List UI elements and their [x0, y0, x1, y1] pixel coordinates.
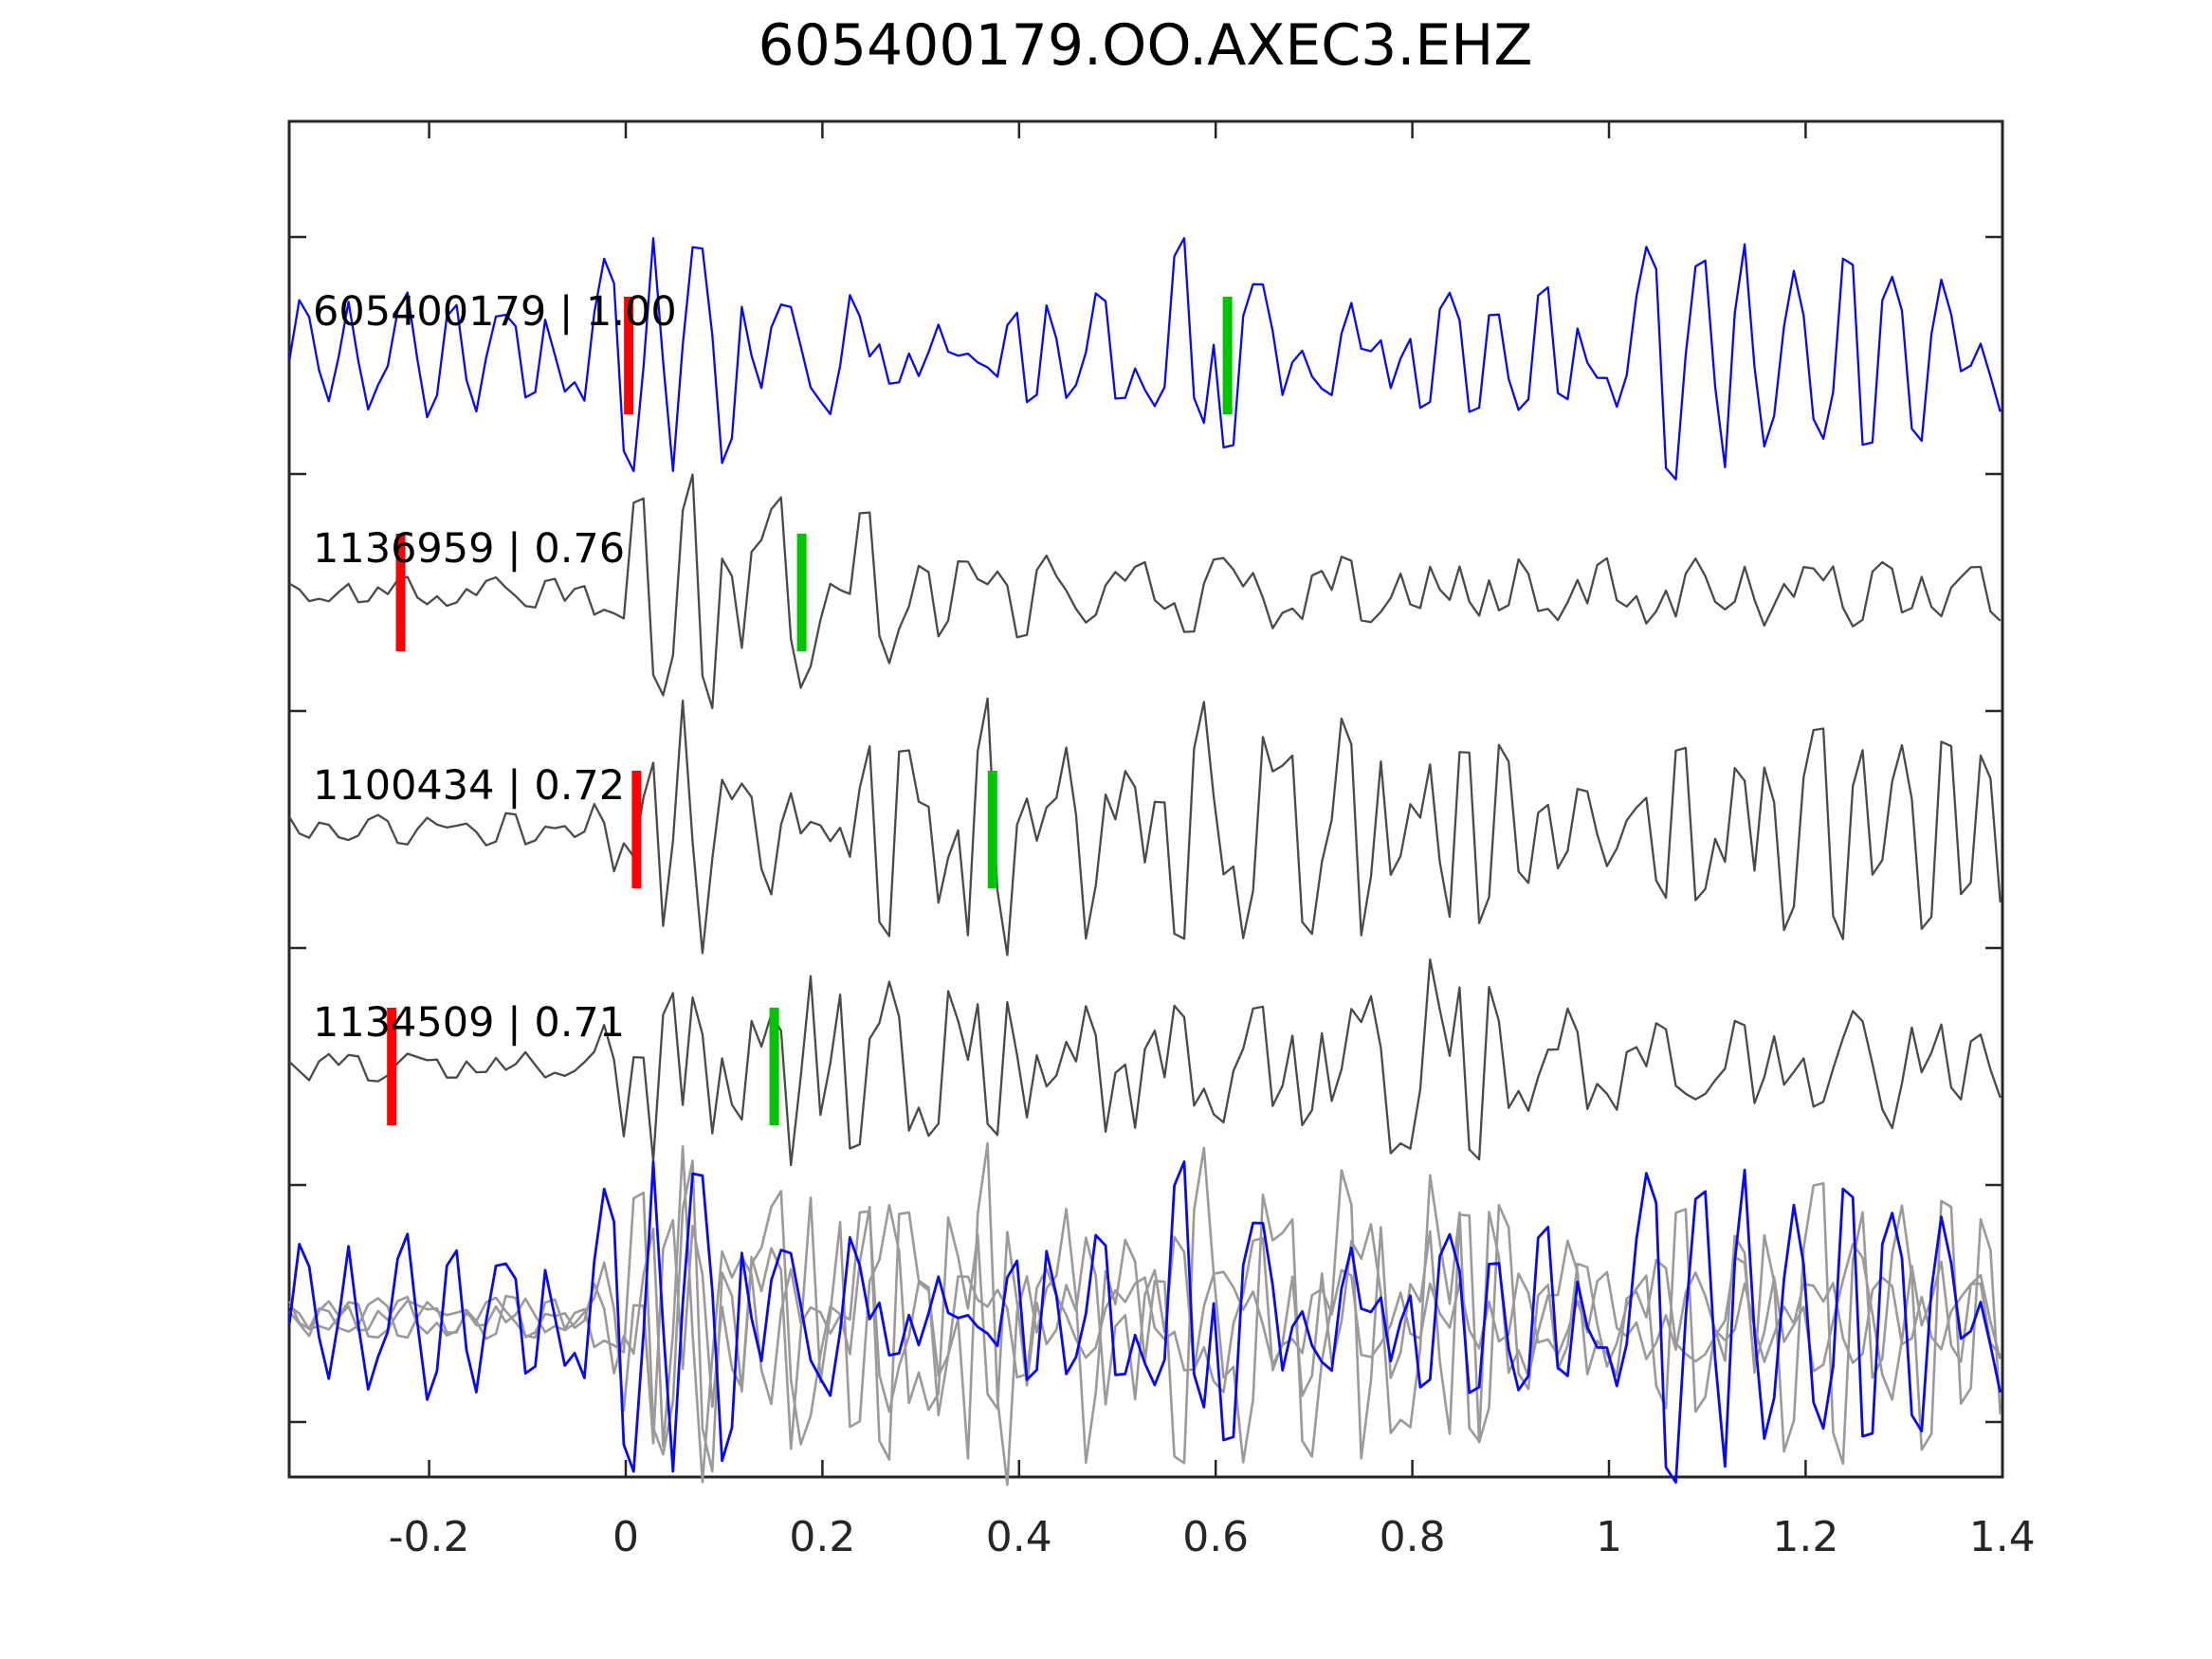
- overlay-trace-1136959: [288, 1159, 2002, 1473]
- pick-marker-green-1100434: [987, 771, 997, 888]
- x-tick-label: 0.8: [1380, 1513, 1446, 1561]
- overlay-trace-template-605400179: [287, 1160, 2002, 1485]
- pick-marker-green-605400179: [1222, 297, 1233, 414]
- x-tick-label: 0: [612, 1513, 639, 1561]
- x-tick-label: 1.2: [1772, 1513, 1838, 1561]
- pick-marker-red-1136959: [395, 534, 406, 651]
- pick-marker-green-1134509: [769, 1008, 779, 1125]
- waveform-trace-605400179: [288, 237, 2002, 481]
- x-tick-label: 0.4: [986, 1513, 1052, 1561]
- pick-layer: [387, 297, 1233, 1125]
- waveform-trace-1100434: [288, 697, 2002, 957]
- plot-title: 605400179.OO.AXEC3.EHZ: [758, 12, 1532, 79]
- trace-label-1134509: 1134509 | 0.71: [313, 999, 625, 1047]
- x-tick-label: 0.6: [1182, 1513, 1249, 1561]
- overlay-trace-1100434: [288, 1141, 2002, 1486]
- trace-label-1100434: 1100434 | 0.72: [313, 762, 625, 810]
- waveform-trace-1136959: [288, 473, 2002, 710]
- x-tick-label: 1.4: [1969, 1513, 2036, 1561]
- trace-label-1136959: 1136959 | 0.76: [313, 525, 625, 573]
- axes-layer: [287, 119, 2004, 1479]
- pick-marker-red-1100434: [631, 771, 642, 888]
- waveform-trace-1134509: [288, 957, 2002, 1167]
- x-tick-label: -0.2: [389, 1513, 470, 1561]
- plot-frame: [287, 119, 2004, 1479]
- trace-label-605400179: 605400179 | 1.00: [313, 288, 677, 336]
- trace-layer: [287, 237, 2002, 1486]
- pick-marker-red-1134509: [387, 1008, 397, 1125]
- text-layer: -0.2 0 0.2 0.4 0.6 0.8 1 1.2 1.4 605400179 | 1.00…: [313, 288, 2036, 1561]
- pick-marker-red-605400179: [624, 297, 634, 414]
- x-tick-label: 1: [1596, 1513, 1622, 1561]
- overlay-trace-1134509: [288, 1174, 2002, 1450]
- x-tick-label: 0.2: [789, 1513, 855, 1561]
- pick-marker-green-1136959: [796, 534, 807, 651]
